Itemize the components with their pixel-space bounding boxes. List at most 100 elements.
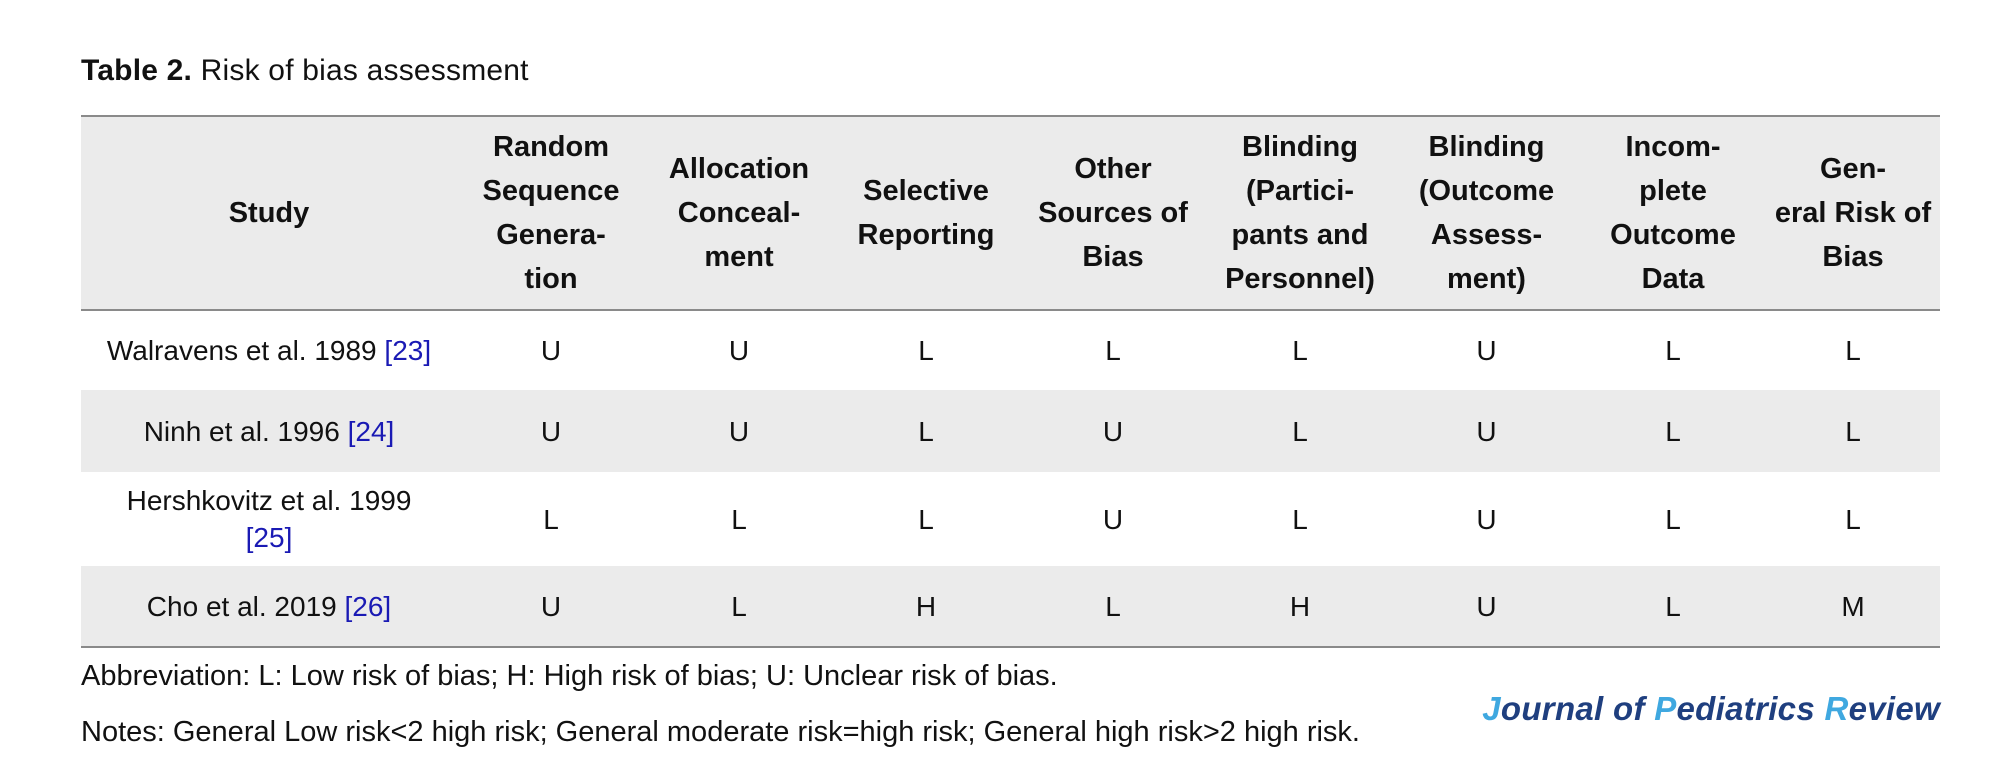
column-header-line: Blinding (1242, 131, 1358, 163)
table-row: Hershkovitz et al. 1999 [25] L L L U L U L L (81, 472, 1940, 566)
column-header-8: Gen-eral Risk of Bias (1766, 116, 1940, 311)
rating-cell: H (1289, 590, 1311, 622)
column-header-line: Incom- (1625, 131, 1721, 163)
column-header-7: Incom-plete Outcome Data (1580, 116, 1766, 311)
column-header-line: Bias (1082, 241, 1144, 273)
reference-link[interactable]: [26] (344, 590, 392, 622)
rating-cell: L (918, 503, 934, 535)
study-name: Ninh et al. 1996 (143, 415, 340, 447)
reference-link[interactable]: [25] (245, 522, 293, 553)
column-header-line: ment) (1447, 263, 1526, 295)
rating-cell: H (915, 590, 937, 622)
column-header-line: Personnel) (1225, 263, 1375, 295)
column-header-line: pants and (1231, 219, 1369, 251)
column-header-line: Blinding (1428, 131, 1545, 163)
rating-cell: L (918, 335, 934, 366)
column-header-line: Random (493, 131, 609, 163)
table-row: Walravens et al. 1989 [23] U U L L L U L L (81, 310, 1940, 390)
rating-cell: L (1845, 415, 1861, 447)
column-header-line: Genera- (496, 219, 606, 251)
study-cell: Walravens et al. 1989 [23] (81, 310, 457, 390)
caption-label: Table 2. (81, 54, 193, 87)
column-header-line: Bias (1822, 241, 1884, 273)
rating-cell: U (1476, 335, 1497, 366)
column-header-1: Random Sequence Genera-tion (457, 116, 645, 311)
column-header-line: Sequence (482, 175, 620, 207)
rating-cell: L (731, 503, 747, 535)
journal-letter-r: R (1824, 690, 1849, 727)
study-name: Hershkovitz et al. 1999 (126, 485, 412, 516)
column-header-line: Allocation (668, 153, 810, 185)
column-header-line: Assess- (1430, 219, 1543, 251)
reference-link[interactable]: [24] (347, 415, 395, 447)
column-header-line: plete (1639, 175, 1707, 207)
column-header-line: ment (704, 241, 774, 273)
column-header-line: eral Risk of (1774, 197, 1932, 229)
column-header-line: Data (1641, 263, 1705, 295)
column-header-line: tion (524, 263, 578, 295)
column-header-line: (Partici- (1246, 175, 1354, 207)
column-header-line: Reporting (857, 219, 995, 251)
journal-word-2: ediatrics (1676, 690, 1825, 727)
rating-cell: U (540, 415, 562, 447)
rating-cell: L (731, 590, 747, 622)
study-cell: Ninh et al. 1996 [24] (81, 390, 457, 472)
rating-cell: U (540, 590, 562, 622)
table-body: Walravens et al. 1989 [23] U U L L L U L L Ninh e… (81, 310, 1940, 647)
rating-cell: L (1292, 335, 1308, 366)
rating-cell: U (1476, 415, 1497, 447)
column-header-4: Other Sources of Bias (1019, 116, 1207, 311)
rating-cell: U (728, 335, 750, 366)
table-row: Cho et al. 2019 [26] U L H L H U L M (81, 566, 1940, 647)
rating-cell: U (540, 335, 562, 366)
column-header-0: Study (81, 116, 457, 311)
rating-cell: M (1841, 590, 1865, 622)
journal-letter-p: P (1654, 690, 1677, 727)
column-header-line: Study (228, 197, 310, 229)
column-header-6: Blinding (Outcome Assess-ment) (1393, 116, 1580, 311)
column-header-line: Selective (863, 175, 989, 207)
column-header-line: Outcome (1610, 219, 1736, 251)
rating-cell: U (1102, 503, 1124, 535)
caption-text: Risk of bias assessment (200, 54, 529, 87)
journal-word-3: eview (1848, 690, 1940, 727)
rating-cell: L (1292, 415, 1308, 447)
risk-of-bias-table: Study Random Sequence Genera-tion Allocation… (81, 115, 1940, 648)
rating-cell: L (1845, 503, 1861, 535)
rating-cell: L (1105, 335, 1121, 366)
general-notes: Notes: General Low risk<2 high risk; Gen… (81, 716, 1360, 748)
rating-cell: L (1665, 503, 1681, 535)
column-header-line: Gen- (1819, 153, 1887, 185)
table-row: Ninh et al. 1996 [24] U U L U L U L L (81, 390, 1940, 472)
study-cell: Cho et al. 2019 [26] (81, 566, 457, 647)
abbreviation-note: Abbreviation: L: Low risk of bias; H: Hi… (81, 660, 1058, 692)
study-cell: Hershkovitz et al. 1999 [25] (81, 472, 457, 566)
rating-cell: L (918, 415, 934, 447)
rating-cell: U (1476, 503, 1497, 535)
rating-cell: U (1476, 590, 1497, 622)
rating-cell: U (728, 415, 750, 447)
column-header-line: Sources of (1038, 197, 1188, 229)
header-row: Study Random Sequence Genera-tion Allocation… (81, 116, 1940, 311)
journal-letter-j: J (1482, 690, 1501, 727)
study-name: Walravens et al. 1989 (106, 335, 377, 366)
study-name: Cho et al. 2019 (146, 590, 337, 622)
column-header-line: Conceal- (677, 197, 801, 229)
journal-logo: Journal of Pediatrics Review (1482, 690, 1940, 728)
table-caption: Table 2. Risk of bias assessment (81, 54, 529, 88)
rating-cell: L (1665, 335, 1681, 366)
rating-cell: L (1665, 590, 1681, 622)
rating-cell: L (543, 503, 559, 535)
rating-cell: L (1845, 335, 1861, 366)
column-header-3: Selective Reporting (833, 116, 1019, 311)
column-header-line: (Outcome (1418, 175, 1555, 207)
column-header-5: Blinding (Partici-pants and Personnel) (1207, 116, 1393, 311)
journal-word-1: ournal of (1500, 690, 1655, 727)
column-header-line: Other (1074, 153, 1152, 185)
rating-cell: L (1105, 590, 1121, 622)
rating-cell: L (1665, 415, 1681, 447)
rating-cell: L (1292, 503, 1308, 535)
reference-link[interactable]: [23] (384, 335, 432, 366)
column-header-2: Allocation Conceal-ment (645, 116, 833, 311)
rating-cell: U (1102, 415, 1124, 447)
